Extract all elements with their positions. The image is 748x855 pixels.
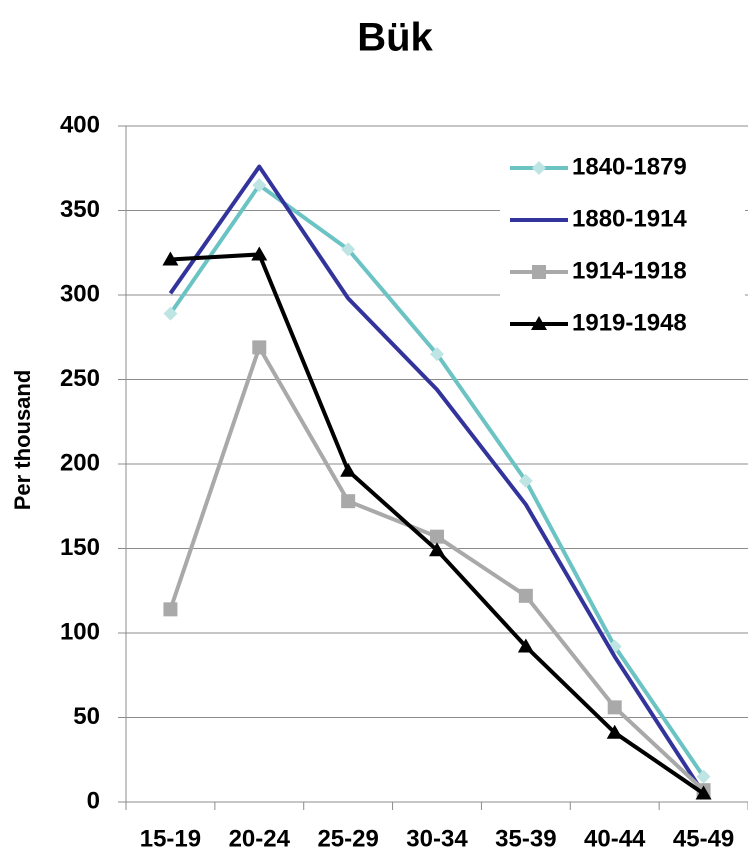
- y-tick-label: 200: [60, 449, 100, 476]
- x-tick-label: 15-19: [140, 825, 201, 852]
- marker: [429, 542, 445, 557]
- legend-label: 1880-1914: [572, 205, 687, 232]
- legend-label: 1919-1948: [572, 309, 687, 336]
- legend-label: 1914-1918: [572, 257, 687, 284]
- y-tick-label: 350: [60, 196, 100, 223]
- chart-title: Bük: [357, 16, 433, 60]
- y-tick-label: 400: [60, 111, 100, 138]
- y-tick-label: 50: [73, 703, 100, 730]
- marker: [340, 462, 357, 477]
- marker: [531, 316, 547, 330]
- marker: [162, 251, 179, 266]
- x-tick-label: 20-24: [229, 825, 291, 852]
- marker: [341, 494, 356, 509]
- y-tick-label: 300: [60, 280, 100, 307]
- marker: [606, 724, 623, 739]
- line: [168, 164, 706, 795]
- x-tick-label: 35-39: [495, 825, 556, 852]
- marker: [695, 785, 712, 800]
- marker: [518, 588, 533, 603]
- marker: [532, 161, 546, 175]
- y-tick-label: 150: [60, 534, 100, 561]
- marker: [430, 529, 444, 544]
- x-tick-label: 45-49: [673, 825, 734, 852]
- legend: 1840-1879 1880-1914 1914-1918 1919-1948: [500, 146, 745, 346]
- legend-label: 1840-1879: [572, 153, 687, 180]
- marker: [163, 602, 178, 617]
- y-axis-label: Per thousand: [10, 370, 35, 511]
- y-tick-label: 0: [87, 787, 100, 814]
- x-tick-label: 30-34: [406, 825, 468, 852]
- marker: [251, 246, 268, 261]
- line: [168, 345, 705, 792]
- marker: [430, 347, 444, 362]
- marker: [341, 242, 356, 257]
- y-tick-label: 100: [60, 618, 100, 645]
- marker: [532, 265, 546, 279]
- marker: [607, 700, 622, 715]
- legend-box: [500, 146, 745, 346]
- marker: [518, 473, 533, 488]
- marker: [696, 769, 711, 784]
- marker: [252, 178, 267, 193]
- marker: [252, 340, 267, 355]
- y-tick-label: 250: [60, 365, 100, 392]
- marker: [163, 306, 178, 321]
- marker: [517, 638, 534, 653]
- x-tick-label: 40-44: [584, 825, 646, 852]
- x-tick-label: 25-29: [317, 825, 378, 852]
